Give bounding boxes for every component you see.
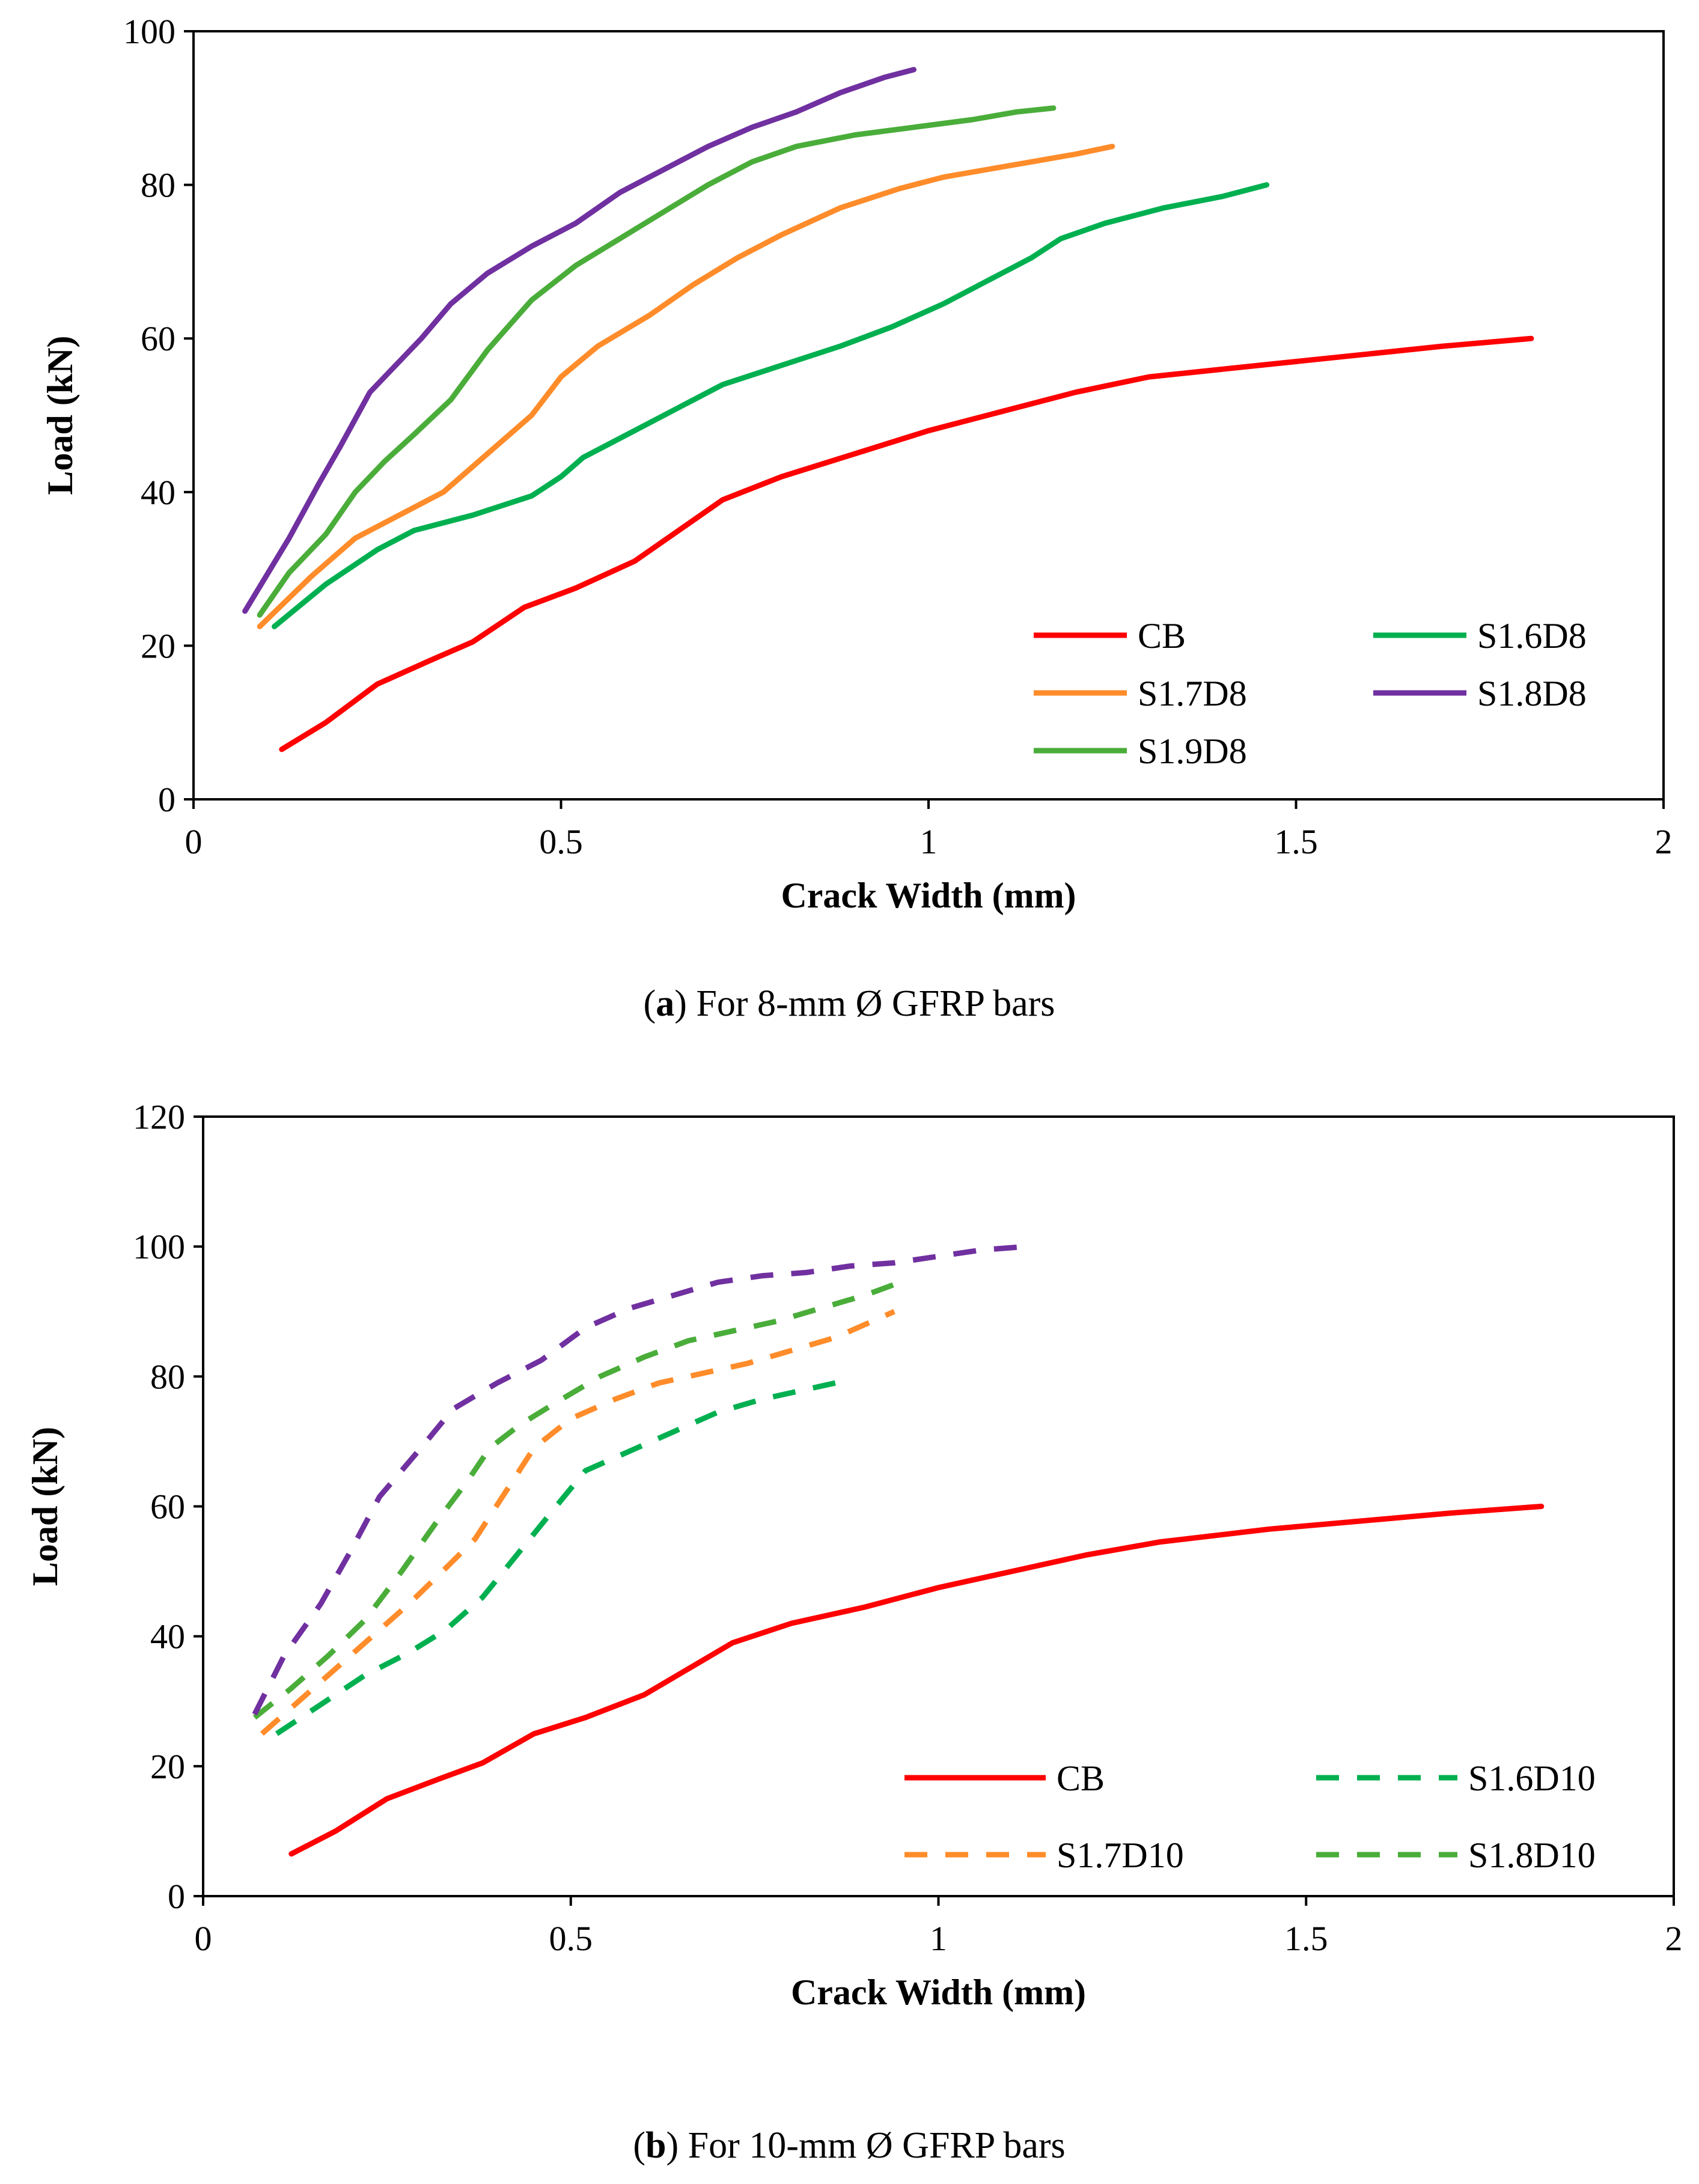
- legend-label: S1.7D8: [1138, 674, 1247, 713]
- x-tick-label: 0.5: [539, 822, 583, 861]
- x-axis-title: Crack Width (mm): [781, 876, 1076, 915]
- x-axis-title: Crack Width (mm): [791, 1972, 1086, 2012]
- caption-a-letter: a: [656, 983, 674, 1024]
- y-tick-label: 100: [123, 12, 175, 51]
- x-tick-label: 0: [185, 822, 203, 861]
- x-tick-label: 0.5: [549, 1919, 593, 1958]
- series-line-s1-6d8: [272, 182, 1270, 629]
- legend-label: S1.8D8: [1477, 674, 1587, 713]
- series-line-s1-7d10: [260, 1309, 895, 1736]
- y-axis-title: Load (kN): [25, 1427, 65, 1586]
- y-tick-label: 120: [133, 1097, 185, 1136]
- y-tick-label: 0: [168, 1877, 185, 1916]
- caption-a: (a) For 8-mm Ø GFRP bars: [644, 983, 1055, 1024]
- caption-b: (b) For 10-mm Ø GFRP bars: [633, 2125, 1065, 2166]
- series-line-cb: [279, 335, 1534, 752]
- y-tick-label: 60: [141, 319, 175, 358]
- legend-label: S1.9D8: [1138, 731, 1247, 771]
- y-tick-label: 60: [150, 1487, 185, 1527]
- x-tick-label: 1: [930, 1919, 947, 1958]
- x-tick-label: 1.5: [1274, 822, 1318, 861]
- x-tick-label: 0: [195, 1919, 212, 1958]
- series-line-s1-9d10: [252, 1243, 1027, 1716]
- y-tick-label: 100: [133, 1227, 185, 1266]
- plot-frame: [192, 30, 1665, 801]
- caption-a-prefix: (: [644, 983, 656, 1024]
- legend-label: S1.7D10: [1057, 1835, 1184, 1875]
- x-tick-label: 1.5: [1284, 1919, 1328, 1958]
- series-line-s1-6d10: [275, 1377, 851, 1736]
- y-tick-label: 0: [158, 780, 175, 819]
- y-tick-label: 20: [150, 1747, 185, 1786]
- series-line-cb: [288, 1504, 1545, 1857]
- legend-label: S1.6D8: [1477, 616, 1587, 656]
- legend-label: CB: [1138, 616, 1186, 656]
- y-tick-label: 40: [150, 1617, 185, 1656]
- legend-label: S1.8D10: [1468, 1835, 1596, 1875]
- y-tick-label: 80: [141, 166, 175, 205]
- caption-b-letter: b: [645, 2125, 666, 2166]
- x-tick-label: 2: [1665, 1919, 1683, 1958]
- legend-label: CB: [1057, 1758, 1105, 1798]
- y-tick-label: 20: [141, 626, 175, 665]
- caption-b-text: ) For 10-mm Ø GFRP bars: [666, 2125, 1065, 2166]
- x-tick-label: 2: [1655, 822, 1673, 861]
- y-tick-label: 80: [150, 1357, 185, 1396]
- caption-a-text: ) For 8-mm Ø GFRP bars: [674, 983, 1055, 1024]
- x-tick-label: 1: [920, 822, 938, 861]
- y-axis-title: Load (kN): [40, 335, 80, 495]
- series-line-s1-8d8: [242, 67, 917, 614]
- series-line-s1-7d8: [257, 144, 1115, 629]
- legend-label: S1.6D10: [1468, 1758, 1596, 1798]
- caption-b-prefix: (: [633, 2125, 645, 2166]
- series-line-s1-8d10: [252, 1276, 911, 1720]
- series-line-s1-9d8: [257, 105, 1057, 618]
- y-tick-label: 40: [141, 473, 175, 512]
